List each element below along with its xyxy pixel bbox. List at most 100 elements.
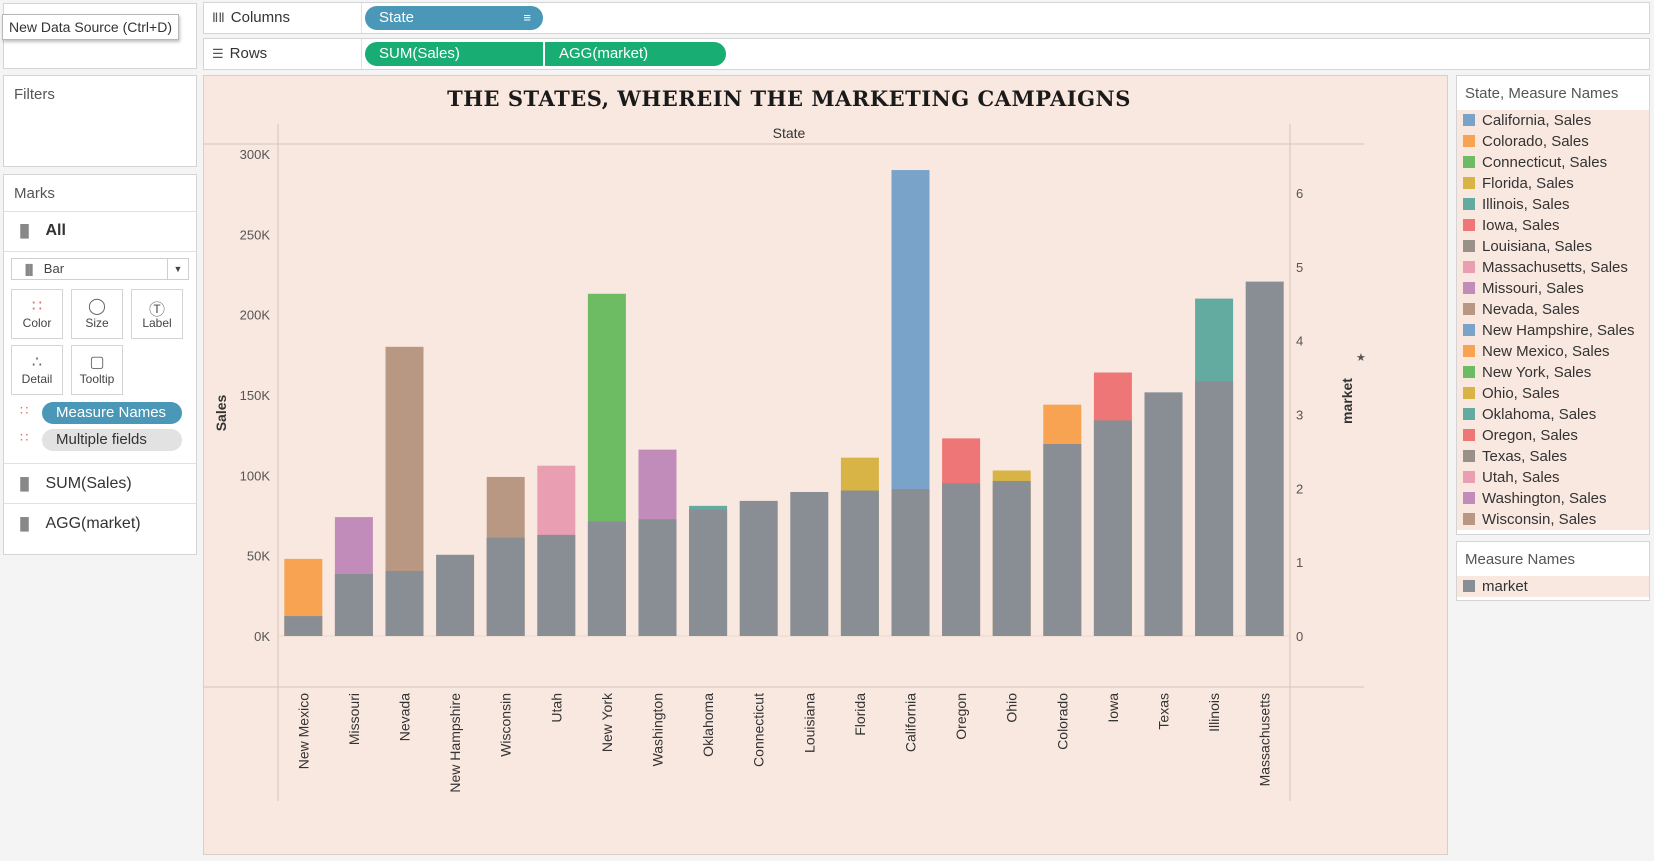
state-legend-title: State, Measure Names <box>1457 76 1649 110</box>
legend-item[interactable]: Texas, Sales <box>1457 446 1649 467</box>
legend-item[interactable]: Iowa, Sales <box>1457 215 1649 236</box>
legend-item[interactable]: Connecticut, Sales <box>1457 152 1649 173</box>
x-tick-label: Florida <box>852 693 868 736</box>
legend-item[interactable]: Washington, Sales <box>1457 488 1649 509</box>
legend-swatch <box>1463 324 1475 336</box>
legend-item[interactable]: New York, Sales <box>1457 362 1649 383</box>
market-bar-louisiana <box>790 492 828 636</box>
legend-item[interactable]: Missouri, Sales <box>1457 278 1649 299</box>
market-bar-iowa <box>1094 420 1132 636</box>
legend-item[interactable]: Massachusetts, Sales <box>1457 257 1649 278</box>
legend-item[interactable]: Florida, Sales <box>1457 173 1649 194</box>
tooltip-button[interactable]: ▢ Tooltip <box>71 345 123 395</box>
legend-swatch <box>1463 156 1475 168</box>
bar-chart-svg: THE STATES, WHEREIN THE MARKETING CAMPAI… <box>204 76 1449 856</box>
legend-item[interactable]: Oklahoma, Sales <box>1457 404 1649 425</box>
color-dots-icon: ∷ <box>20 430 28 445</box>
market-bar-connecticut <box>740 501 778 636</box>
y-axis-title: Sales <box>213 394 229 431</box>
legend-item[interactable]: Illinois, Sales <box>1457 194 1649 215</box>
multiple-fields-pill[interactable]: Multiple fields <box>42 429 182 451</box>
market-bar-colorado <box>1043 444 1081 636</box>
detail-icon: ∴ <box>12 352 62 372</box>
measure-legend-list: market <box>1457 576 1649 597</box>
legend-item[interactable]: Utah, Sales <box>1457 467 1649 488</box>
x-tick-label: Washington <box>650 693 666 766</box>
legend-label: Texas, Sales <box>1482 448 1567 465</box>
x-tick-label: Ohio <box>1004 693 1020 723</box>
y-tick-label: 100K <box>240 468 271 483</box>
detail-button[interactable]: ∴ Detail <box>11 345 63 395</box>
legend-item[interactable]: Wisconsin, Sales <box>1457 509 1649 530</box>
bar-mark-icon: ▐▌ <box>22 265 36 276</box>
legend-item[interactable]: New Mexico, Sales <box>1457 341 1649 362</box>
legend-label: Nevada, Sales <box>1482 301 1580 318</box>
legend-label: Florida, Sales <box>1482 175 1574 192</box>
legend-swatch <box>1463 408 1475 420</box>
mark-type-dropdown[interactable]: ▐▌ Bar ▼ <box>11 258 189 280</box>
rows-shelf[interactable]: ☰ Rows SUM(Sales) AGG(market) <box>203 38 1650 70</box>
legend-label: market <box>1482 578 1528 595</box>
y2-tick-label: 0 <box>1296 629 1303 644</box>
measure-names-pill[interactable]: Measure Names <box>42 402 182 424</box>
legend-label: Ohio, Sales <box>1482 385 1560 402</box>
x-tick-label: Nevada <box>397 693 413 741</box>
legend-label: Missouri, Sales <box>1482 280 1584 297</box>
legend-item[interactable]: Colorado, Sales <box>1457 131 1649 152</box>
y2-axis-title: market <box>1339 378 1355 424</box>
legend-item[interactable]: Oregon, Sales <box>1457 425 1649 446</box>
sum-sales-marks-row[interactable]: ▐▌ SUM(Sales) <box>4 463 196 503</box>
x-tick-label: Colorado <box>1054 693 1070 750</box>
bar-chart-icon: ▐▌ <box>16 477 33 491</box>
label-button[interactable]: Ⓣ Label <box>131 289 183 339</box>
legend-item[interactable]: Louisiana, Sales <box>1457 236 1649 257</box>
size-button[interactable]: ◯ Size <box>71 289 123 339</box>
rows-shelf-label: ☰ Rows <box>204 39 362 69</box>
market-bar-florida <box>841 491 879 636</box>
marks-title: Marks <box>4 175 196 202</box>
x-tick-label: Utah <box>548 693 564 723</box>
legend-item[interactable]: Nevada, Sales <box>1457 299 1649 320</box>
multiple-fields-color-row[interactable]: ∷ Multiple fields <box>20 429 190 451</box>
legend-item[interactable]: California, Sales <box>1457 110 1649 131</box>
filters-title: Filters <box>4 76 196 103</box>
columns-shelf[interactable]: ⅡⅡ Columns State ≡ <box>203 2 1650 34</box>
sort-descending-icon[interactable]: ≡ <box>523 6 531 30</box>
agg-market-row-pill[interactable]: AGG(market) <box>545 42 726 66</box>
legend-item[interactable]: market <box>1457 576 1649 597</box>
measure-names-color-row[interactable]: ∷ Measure Names <box>20 402 190 424</box>
market-bar-missouri <box>335 574 373 636</box>
marks-all-row[interactable]: ▐▌ All <box>4 211 196 251</box>
x-tick-label: Massachusetts <box>1257 693 1273 786</box>
legend-swatch <box>1463 345 1475 357</box>
market-bar-new-hampshire <box>436 555 474 636</box>
legend-label: New Hampshire, Sales <box>1482 322 1635 339</box>
column-header-state: State <box>773 125 806 141</box>
legend-label: Illinois, Sales <box>1482 196 1570 213</box>
x-tick-label: Louisiana <box>801 693 817 753</box>
state-legend-list: California, Sales Colorado, Sales Connecti… <box>1457 110 1649 530</box>
legend-label: Louisiana, Sales <box>1482 238 1592 255</box>
legend-label: Colorado, Sales <box>1482 133 1589 150</box>
chevron-down-icon: ▼ <box>167 259 188 279</box>
state-column-pill[interactable]: State ≡ <box>365 6 543 30</box>
x-tick-label: California <box>903 693 919 752</box>
marks-card: Marks ▐▌ All ▐▌ Bar ▼ ∷ Color ◯ Size Ⓣ L… <box>3 174 197 555</box>
new-data-source-tooltip: New Data Source (Ctrl+D) <box>2 14 179 40</box>
x-tick-label: Connecticut <box>751 693 767 767</box>
size-icon: ◯ <box>72 296 122 316</box>
legend-item[interactable]: New Hampshire, Sales <box>1457 320 1649 341</box>
legend-label: Washington, Sales <box>1482 490 1607 507</box>
filters-card[interactable]: Filters <box>3 75 197 167</box>
y2-tick-label: 3 <box>1296 408 1303 423</box>
legend-item[interactable]: Ohio, Sales <box>1457 383 1649 404</box>
market-bar-illinois <box>1195 381 1233 636</box>
x-tick-label: Missouri <box>346 693 362 745</box>
legend-swatch <box>1463 580 1475 592</box>
chart-title: THE STATES, WHEREIN THE MARKETING CAMPAI… <box>447 86 1131 111</box>
x-tick-label: New Mexico <box>295 693 311 769</box>
color-button[interactable]: ∷ Color <box>11 289 63 339</box>
x-tick-label: New Hampshire <box>447 693 463 793</box>
agg-market-marks-row[interactable]: ▐▌ AGG(market) <box>4 503 196 543</box>
sum-sales-row-pill[interactable]: SUM(Sales) <box>365 42 543 66</box>
